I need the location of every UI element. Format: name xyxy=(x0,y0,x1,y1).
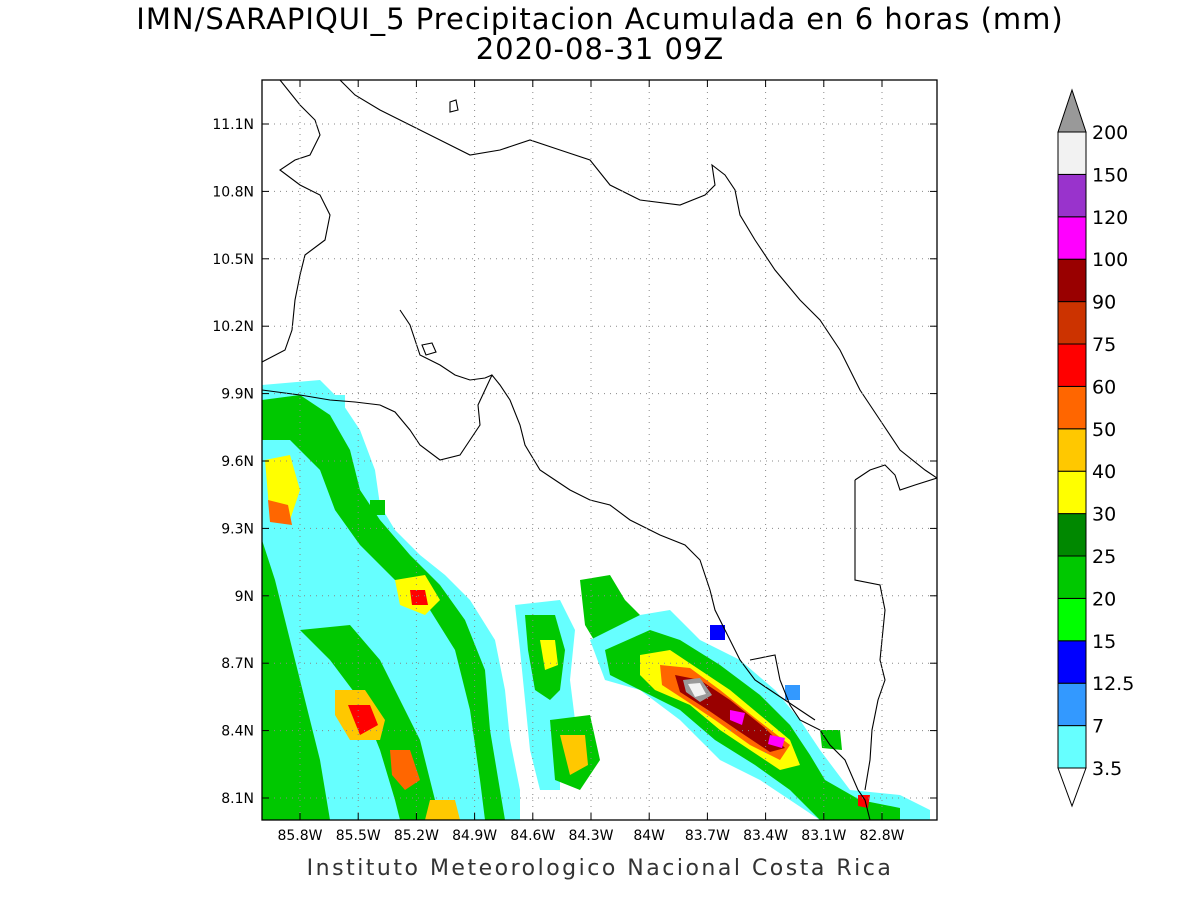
colorbar-swatch xyxy=(1057,470,1087,515)
colorbar-label: 20 xyxy=(1092,588,1116,610)
colorbar-swatch xyxy=(1057,173,1087,218)
colorbar-swatch xyxy=(1057,301,1087,345)
colorbar-label: 15 xyxy=(1092,631,1116,653)
colorbar-swatch xyxy=(1057,555,1087,599)
footer-credit: Instituto Meteorologico Nacional Costa R… xyxy=(306,856,894,881)
map-title: IMN/SARAPIQUI_5 Precipitacion Acumulada … xyxy=(136,2,1064,36)
colorbar-label: 30 xyxy=(1092,504,1116,526)
lat-label: 9N xyxy=(235,589,254,605)
colorbar-label: 25 xyxy=(1092,546,1116,568)
lon-label: 82.8W xyxy=(859,828,904,844)
lon-label: 83.1W xyxy=(801,828,846,844)
latitude-labels: 11.1N 10.8N 10.5N 10.2N 9.9N 9.6N 9.3N 9N 8.7N 8.… xyxy=(212,117,254,807)
colorbar-swatch xyxy=(1057,428,1087,472)
colorbar-label: 3.5 xyxy=(1092,758,1122,780)
colorbar-label: 200 xyxy=(1092,122,1128,144)
lat-label: 10.5N xyxy=(212,252,254,268)
lon-label: 84W xyxy=(633,828,665,844)
lat-label: 8.7N xyxy=(221,656,254,672)
colorbar-swatch xyxy=(1057,682,1087,727)
lat-label: 8.4N xyxy=(221,724,254,740)
lat-label: 9.6N xyxy=(221,454,254,470)
colorbar-swatch xyxy=(1057,640,1087,684)
colorbar-label: 50 xyxy=(1092,419,1116,441)
colorbar-label: 7 xyxy=(1092,716,1104,738)
lat-label: 11.1N xyxy=(212,117,254,133)
colorbar: 3.5 7 12.5 15 20 25 30 40 50 60 75 90 100 120 150 200 xyxy=(1057,88,1134,808)
colorbar-swatch xyxy=(1057,216,1087,260)
lat-label: 9.9N xyxy=(221,387,254,403)
colorbar-label: 90 xyxy=(1092,292,1116,314)
precipitation-field xyxy=(262,380,930,820)
colorbar-swatch xyxy=(1057,725,1087,769)
colorbar-label: 75 xyxy=(1092,334,1116,356)
colorbar-label: 12.5 xyxy=(1092,673,1134,695)
colorbar-swatch xyxy=(1057,343,1087,387)
lat-label: 10.8N xyxy=(212,184,254,200)
lon-label: 85.8W xyxy=(277,828,322,844)
colorbar-lower-triangle xyxy=(1057,767,1087,808)
colorbar-label: 120 xyxy=(1092,207,1128,229)
colorbar-label: 100 xyxy=(1092,249,1128,271)
lon-label: 84.3W xyxy=(568,828,613,844)
longitude-labels: 85.8W 85.5W 85.2W 84.9W 84.6W 84.3W 84W 83.7W 83… xyxy=(277,828,904,844)
axis-ticks xyxy=(262,80,937,820)
lon-label: 85.2W xyxy=(394,828,439,844)
colorbar-swatch xyxy=(1057,385,1087,430)
coastline-borders xyxy=(262,80,937,820)
colorbar-label: 60 xyxy=(1092,376,1116,398)
lon-label: 85.5W xyxy=(336,828,381,844)
colorbar-swatch xyxy=(1057,513,1087,557)
colorbar-upper-triangle xyxy=(1057,88,1087,133)
lat-label: 10.2N xyxy=(212,319,254,335)
colorbar-swatch xyxy=(1057,597,1087,642)
map-subtitle-date: 2020-08-31 09Z xyxy=(475,32,725,66)
map-frame xyxy=(261,79,938,821)
lon-label: 83.7W xyxy=(685,828,730,844)
lat-label: 8.1N xyxy=(221,791,254,807)
lon-label: 84.6W xyxy=(510,828,555,844)
colorbar-label: 40 xyxy=(1092,461,1116,483)
colorbar-swatch xyxy=(1057,131,1087,175)
lat-label: 9.3N xyxy=(221,521,254,537)
lon-label: 83.4W xyxy=(743,828,788,844)
colorbar-label: 150 xyxy=(1092,164,1128,186)
lon-label: 84.9W xyxy=(452,828,497,844)
colorbar-swatch xyxy=(1057,258,1087,303)
